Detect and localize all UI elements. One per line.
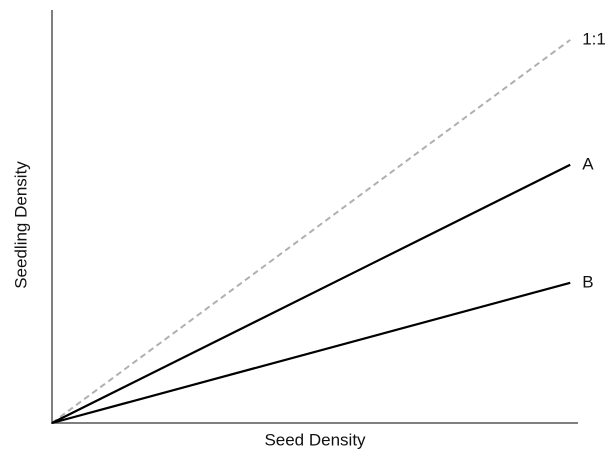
series-line bbox=[51, 281, 571, 425]
series-line bbox=[51, 163, 571, 424]
series-line bbox=[51, 39, 571, 424]
x-axis-title: Seed Density bbox=[264, 430, 366, 449]
series-label: B bbox=[582, 272, 593, 291]
series-label: 1:1 bbox=[582, 29, 606, 48]
series-label: A bbox=[582, 154, 594, 173]
y-axis-title: Seedling Density bbox=[11, 161, 30, 289]
